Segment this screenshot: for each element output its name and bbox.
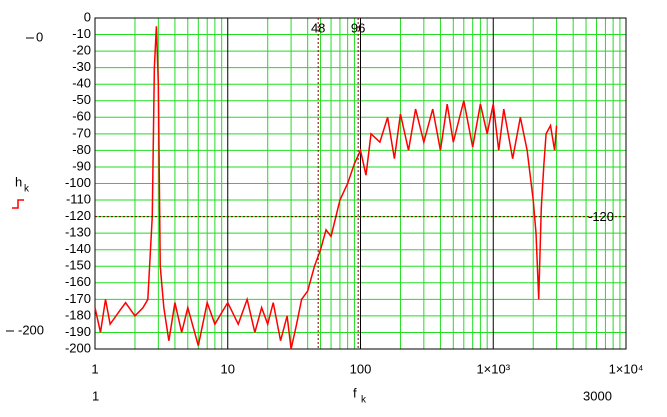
y-limit-label: 0 [36,29,43,44]
y-tick-label: -60 [72,109,91,124]
y-tick-label: 0 [84,9,91,24]
y-tick-label: -160 [65,274,91,289]
y-tick-label: -200 [65,340,91,355]
y-tick-label: -50 [72,92,91,107]
marker-label: 48 [311,20,325,35]
y-tick-label: -80 [72,142,91,157]
y-tick-label: -40 [72,76,91,91]
y-tick-label: -30 [72,59,91,74]
y-tick-label: -150 [65,258,91,273]
y-tick-label: -130 [65,225,91,240]
x-tick-label: 1×10³ [476,361,510,376]
y-tick-label: -10 [72,26,91,41]
series-line [94,26,558,350]
y-tick-label: -120 [65,208,91,223]
x-tick-label: 100 [350,361,372,376]
plot-frame [94,17,627,350]
y-tick-label: -100 [65,175,91,190]
x-tick-label: 1 [91,361,98,376]
x-range-label: 1 [92,388,99,403]
x-tick-label: 10 [221,361,235,376]
marker-label: -120 [588,209,614,224]
x-label: f [353,385,357,400]
y-tick-label: -70 [72,125,91,140]
y-label-sub: k [24,184,30,195]
marker-label: 96 [351,20,365,35]
y-tick-label: -20 [72,43,91,58]
y-limit-label: -200 [18,322,44,337]
x-label-sub: k [361,395,367,406]
y-tick-label: -180 [65,307,91,322]
y-label: h [15,174,22,189]
x-tick-label: 1×10⁴ [609,361,644,376]
legend-icon [12,199,24,209]
y-tick-label: -170 [65,291,91,306]
y-tick-label: -190 [65,324,91,339]
x-range-label: 3000 [583,388,612,403]
y-tick-label: -90 [72,158,91,173]
y-tick-label: -110 [66,191,91,206]
y-tick-label: -140 [65,241,91,256]
